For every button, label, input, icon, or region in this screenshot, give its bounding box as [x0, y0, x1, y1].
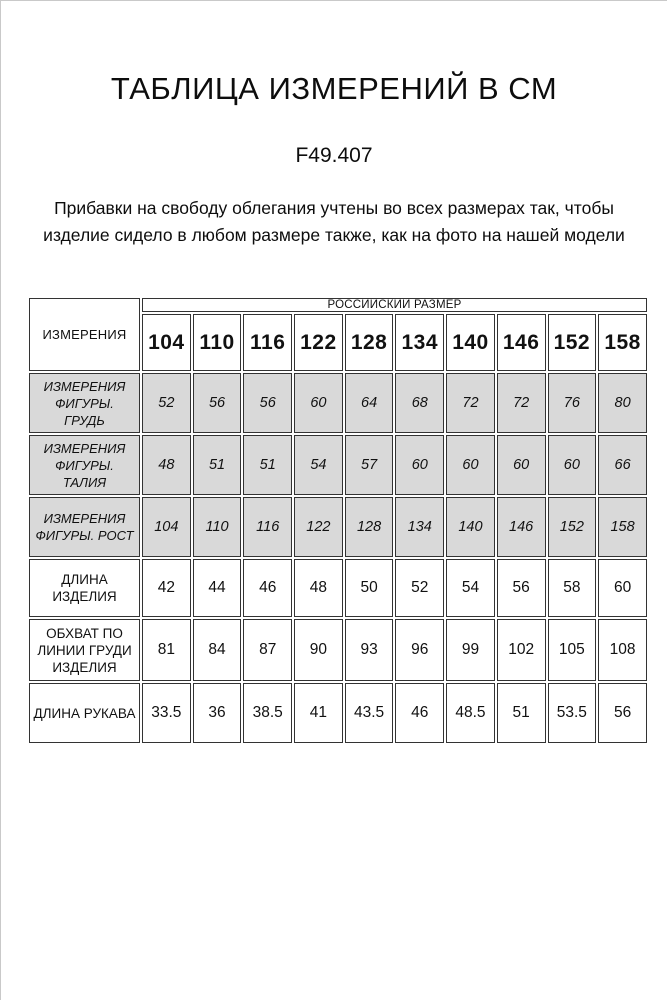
value-cell: 104 — [142, 497, 191, 557]
value-cell: 56 — [192, 373, 242, 433]
value-cell: 60 — [446, 435, 495, 495]
value-cell: 60 — [547, 435, 597, 495]
value-cell: 52 — [142, 373, 191, 433]
row-label: ИЗМЕРЕНИЯ ФИГУРЫ. ГРУДЬ — [29, 373, 140, 433]
value-cell: 102 — [496, 619, 546, 681]
value-cell: 54 — [294, 435, 343, 495]
value-cell: 140 — [446, 497, 495, 557]
size-header-cell: 110 — [192, 314, 242, 371]
sizes-header-row: 104 110 116 122 128 134 140 146 152 158 — [29, 314, 647, 371]
corner-header: ИЗМЕРЕНИЯ — [29, 298, 140, 371]
value-cell: 72 — [496, 373, 546, 433]
value-cell: 93 — [344, 619, 394, 681]
size-header-cell: 146 — [496, 314, 546, 371]
page-title: ТАБЛИЦА ИЗМЕРЕНИЙ В СМ — [110, 71, 558, 106]
group-header-row: ИЗМЕРЕНИЯ РОССИЙСКИЙ РАЗМЕР — [29, 298, 647, 371]
value-cell: 105 — [547, 619, 597, 681]
value-cell: 152 — [547, 497, 597, 557]
size-table: ИЗМЕРЕНИЯ РОССИЙСКИЙ РАЗМЕР 104 110 116 122… — [27, 296, 649, 745]
fit-note: Прибавки на свободу облегания учтены во … — [43, 198, 625, 245]
size-table-body: ИЗМЕРЕНИЯ РОССИЙСКИЙ РАЗМЕР 104 110 116 122… — [29, 298, 647, 743]
value-cell: 48 — [294, 559, 343, 617]
table-row: ОБХВАТ ПО ЛИНИИ ГРУДИ ИЗДЕЛИЯ 81 84 87 90 93 9… — [29, 619, 647, 681]
size-header-cell: 140 — [446, 314, 495, 371]
value-cell: 60 — [294, 373, 343, 433]
value-cell: 116 — [243, 497, 293, 557]
value-cell: 64 — [344, 373, 394, 433]
value-cell: 87 — [243, 619, 293, 681]
value-cell: 99 — [446, 619, 495, 681]
value-cell: 122 — [294, 497, 343, 557]
value-cell: 76 — [547, 373, 597, 433]
value-cell: 41 — [294, 683, 343, 743]
value-cell: 72 — [446, 373, 495, 433]
value-cell: 134 — [395, 497, 445, 557]
table-row: ИЗМЕРЕНИЯ ФИГУРЫ. РОСТ 104 110 116 122 128 134… — [29, 497, 647, 557]
value-cell: 128 — [344, 497, 394, 557]
value-cell: 81 — [142, 619, 191, 681]
table-row: ИЗМЕРЕНИЯ ФИГУРЫ. ТАЛИЯ 48 51 51 54 57 60 60 60 6… — [29, 435, 647, 495]
value-cell: 33.5 — [142, 683, 191, 743]
value-cell: 46 — [243, 559, 293, 617]
row-label: ДЛИНА ИЗДЕЛИЯ — [29, 559, 140, 617]
product-code: F49.407 — [295, 144, 373, 167]
value-cell: 53.5 — [547, 683, 597, 743]
size-header-cell: 158 — [598, 314, 647, 371]
value-cell: 158 — [598, 497, 647, 557]
value-cell: 66 — [598, 435, 647, 495]
row-label: ИЗМЕРЕНИЯ ФИГУРЫ. ТАЛИЯ — [29, 435, 140, 495]
value-cell: 68 — [395, 373, 445, 433]
value-cell: 60 — [496, 435, 546, 495]
value-cell: 60 — [395, 435, 445, 495]
value-cell: 54 — [446, 559, 495, 617]
value-cell: 51 — [192, 435, 242, 495]
value-cell: 52 — [395, 559, 445, 617]
value-cell: 56 — [243, 373, 293, 433]
value-cell: 43.5 — [344, 683, 394, 743]
value-cell: 48 — [142, 435, 191, 495]
value-cell: 84 — [192, 619, 242, 681]
size-header-cell: 152 — [547, 314, 597, 371]
value-cell: 146 — [496, 497, 546, 557]
value-cell: 90 — [294, 619, 343, 681]
value-cell: 96 — [395, 619, 445, 681]
table-row: ДЛИНА РУКАВА 33.5 36 38.5 41 43.5 46 48.5 51 53.5… — [29, 683, 647, 743]
value-cell: 42 — [142, 559, 191, 617]
value-cell: 50 — [344, 559, 394, 617]
size-header-cell: 122 — [294, 314, 343, 371]
table-row: ДЛИНА ИЗДЕЛИЯ 42 44 46 48 50 52 54 56 58 60 — [29, 559, 647, 617]
value-cell: 48.5 — [446, 683, 495, 743]
group-header: РОССИЙСКИЙ РАЗМЕР — [142, 298, 647, 312]
size-header-cell: 134 — [395, 314, 445, 371]
size-header-cell: 104 — [142, 314, 191, 371]
value-cell: 56 — [598, 683, 647, 743]
value-cell: 46 — [395, 683, 445, 743]
value-cell: 44 — [192, 559, 242, 617]
value-cell: 51 — [243, 435, 293, 495]
value-cell: 51 — [496, 683, 546, 743]
value-cell: 36 — [192, 683, 242, 743]
table-row: ИЗМЕРЕНИЯ ФИГУРЫ. ГРУДЬ 52 56 56 60 64 68 72 72 7… — [29, 373, 647, 433]
row-label: ДЛИНА РУКАВА — [29, 683, 140, 743]
value-cell: 80 — [598, 373, 647, 433]
value-cell: 110 — [192, 497, 242, 557]
value-cell: 56 — [496, 559, 546, 617]
row-label: ИЗМЕРЕНИЯ ФИГУРЫ. РОСТ — [29, 497, 140, 557]
value-cell: 58 — [547, 559, 597, 617]
value-cell: 108 — [598, 619, 647, 681]
value-cell: 38.5 — [243, 683, 293, 743]
size-header-cell: 128 — [344, 314, 394, 371]
size-header-cell: 116 — [243, 314, 293, 371]
row-label: ОБХВАТ ПО ЛИНИИ ГРУДИ ИЗДЕЛИЯ — [29, 619, 140, 681]
value-cell: 60 — [598, 559, 647, 617]
value-cell: 57 — [344, 435, 394, 495]
